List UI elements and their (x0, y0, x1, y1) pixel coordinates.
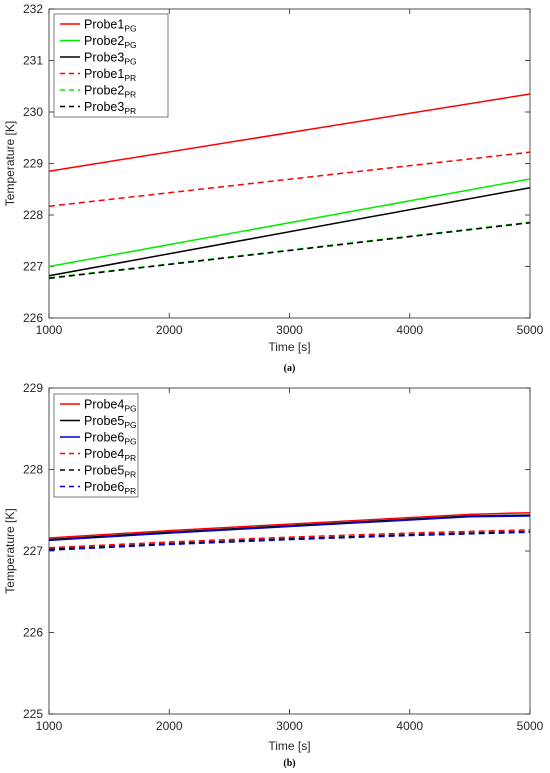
x-tick-label: 4000 (396, 323, 423, 337)
x-tick-label: 5000 (517, 323, 544, 337)
legend-entry: Probe1PR (84, 67, 136, 83)
legend-subscript: PG (124, 420, 136, 430)
legend: Probe1PGProbe2PGProbe3PGProbe1PRProbe2PR… (53, 13, 169, 118)
legend-entry: Probe3PR (84, 100, 136, 116)
series-line-probe3-pg (48, 186, 531, 277)
x-tick-label: 1000 (36, 719, 63, 733)
y-tick-label: 226 (23, 311, 43, 325)
legend-subscript: PG (124, 24, 136, 34)
legend-subscript: PR (124, 106, 136, 116)
legend-entry: Probe2PG (84, 34, 137, 50)
legend-entry: Probe6PR (84, 480, 136, 496)
x-tick-label: 5000 (517, 719, 544, 733)
legend-subscript: PG (124, 40, 136, 50)
x-tick-label: 1000 (36, 323, 63, 337)
legend-entry: Probe5PR (84, 464, 136, 480)
x-tick-label: 4000 (396, 719, 423, 733)
legend-entry: Probe4PG (84, 398, 137, 414)
x-tick-label: 2000 (156, 719, 183, 733)
series-line-probe3-pr (48, 221, 531, 280)
legend-subscript: PR (124, 453, 136, 463)
y-tick-label: 226 (23, 626, 43, 640)
y-axis-label: Temperature [K] (3, 508, 17, 593)
series-line-probe6-pg (48, 515, 531, 542)
legend-subscript: PG (124, 437, 136, 447)
x-tick-label: 3000 (276, 719, 303, 733)
y-tick-label: 229 (23, 157, 43, 171)
y-tick-label: 227 (23, 544, 43, 558)
series-line-probe1-pg (48, 93, 531, 172)
y-tick-label: 230 (23, 105, 43, 119)
series-line-probe5-pr (48, 530, 531, 551)
legend-subscript: PR (124, 486, 136, 496)
chart-panel-a: 1000 2000 3000 4000 5000 226 227 228 229 230 231 23… (3, 2, 544, 374)
y-tick-label: 228 (23, 208, 43, 222)
legend-entry: Probe4PR (84, 447, 136, 463)
legend-subscript: PG (124, 57, 136, 67)
y-tick-label: 225 (23, 707, 43, 721)
x-tick-label: 3000 (276, 323, 303, 337)
legend-subscript: PG (124, 404, 136, 414)
series-line-probe6-pr (48, 531, 531, 551)
chart-panel-b: 1000 2000 3000 4000 5000 225 226 227 228 229 Time … (3, 381, 544, 769)
legend-entry: Probe5PG (84, 414, 137, 430)
series-line-probe2-pg (48, 178, 531, 268)
legend-entry: Probe3PG (84, 51, 137, 67)
legend-entry: Probe2PR (84, 84, 136, 100)
y-tick-label: 227 (23, 260, 43, 274)
legend-subscript: PR (124, 470, 136, 480)
y-tick-label: 228 (23, 463, 43, 477)
figure-caption: (b) (283, 758, 295, 769)
legend: Probe4PGProbe5PGProbe6PGProbe4PRProbe5PR… (53, 393, 139, 498)
legend-box (53, 13, 169, 118)
y-tick-label: 232 (23, 2, 43, 16)
figure-caption: (a) (284, 363, 296, 374)
series-line-probe4-pr (48, 529, 531, 549)
series-line-probe5-pg (48, 514, 531, 541)
legend-entry: Probe1PG (84, 18, 137, 34)
legend-subscript: PR (124, 90, 136, 100)
x-axis-label: Time [s] (268, 340, 310, 354)
series-line-probe1-pr (48, 151, 531, 207)
y-tick-label: 231 (23, 54, 43, 68)
legend-subscript: PR (124, 73, 136, 83)
legend-box (53, 393, 139, 498)
legend-entry: Probe6PG (84, 431, 137, 447)
y-tick-label: 229 (23, 381, 43, 395)
x-axis-label: Time [s] (268, 739, 310, 753)
y-axis-label: Temperature [K] (3, 121, 17, 206)
series-line-probe4-pg (48, 511, 531, 539)
x-tick-label: 2000 (156, 323, 183, 337)
